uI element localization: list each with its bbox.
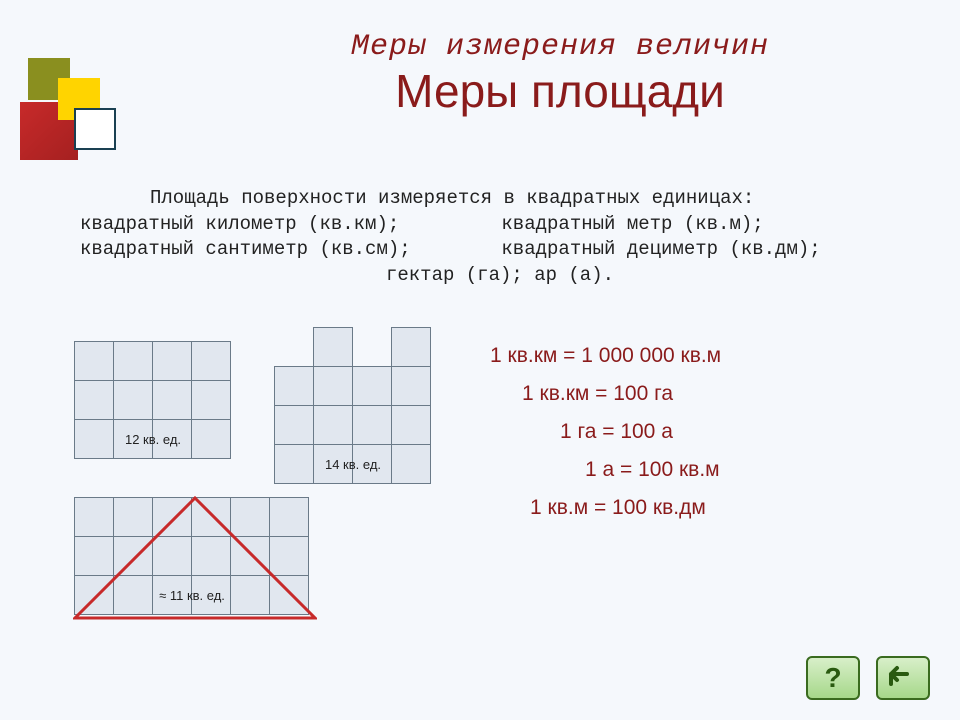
grid-cell <box>274 327 314 367</box>
intro-paragraph: Площадь поверхности измеряется в квадрат… <box>80 186 920 289</box>
grid-cell <box>313 327 353 367</box>
conversion-item: 1 кв.км = 100 га <box>490 382 920 406</box>
grid-12: 12 кв. ед. <box>75 342 231 459</box>
grid-cell <box>391 366 431 406</box>
units-line-1: квадратный километр (кв.км); квадратный … <box>80 212 920 238</box>
conversion-item: 1 а = 100 кв.м <box>490 458 920 482</box>
unit-dm: квадратный дециметр (кв.дм); <box>501 237 820 263</box>
grid-cell <box>113 341 153 381</box>
grid-triangle: ≈ 11 кв. ед. <box>75 498 309 615</box>
units-line-2: квадратный сантиметр (кв.см); квадратный… <box>80 237 920 263</box>
grid-cell <box>274 405 314 445</box>
grid-cell <box>191 341 231 381</box>
grid-cell <box>274 366 314 406</box>
unit-ha-ar: гектар (га); ар (а). <box>80 263 920 289</box>
grid-cell <box>152 341 192 381</box>
grid-cell <box>352 366 392 406</box>
grid-cell <box>313 405 353 445</box>
grid-cell <box>391 405 431 445</box>
unit-m: квадратный метр (кв.м); <box>501 212 763 238</box>
page-title: Меры площади <box>200 64 920 118</box>
grid-cell <box>352 405 392 445</box>
back-arrow-icon <box>887 664 919 692</box>
back-button[interactable] <box>876 656 930 700</box>
conversion-item: 1 кв.км = 1 000 000 кв.м <box>490 344 920 368</box>
unit-cm: квадратный сантиметр (кв.см); <box>80 237 490 263</box>
conversion-item: 1 кв.м = 100 кв.дм <box>490 496 920 520</box>
conversion-item: 1 га = 100 а <box>490 420 920 444</box>
conversion-list: 1 кв.км = 1 000 000 кв.м 1 кв.км = 100 г… <box>490 330 920 534</box>
grid-cell <box>152 380 192 420</box>
grid-label: 14 кв. ед. <box>275 457 431 472</box>
grid-cell <box>313 366 353 406</box>
grid-cell <box>191 380 231 420</box>
grid-cell <box>74 341 114 381</box>
grid-label: 12 кв. ед. <box>75 432 231 447</box>
help-icon: ? <box>824 662 841 694</box>
grid-cell <box>113 380 153 420</box>
grid-label: ≈ 11 кв. ед. <box>75 588 309 603</box>
page-supertitle: Меры измерения величин <box>200 30 920 64</box>
grid-cell <box>74 380 114 420</box>
grid-cell <box>391 327 431 367</box>
help-button[interactable]: ? <box>806 656 860 700</box>
grid-cell <box>352 327 392 367</box>
title-block: Меры измерения величин Меры площади <box>200 30 920 118</box>
unit-km: квадратный километр (кв.км); <box>80 212 490 238</box>
grid-14: 14 кв. ед. <box>275 328 431 484</box>
intro-line: Площадь поверхности измеряется в квадрат… <box>80 186 920 212</box>
decor-square-white <box>74 108 116 150</box>
